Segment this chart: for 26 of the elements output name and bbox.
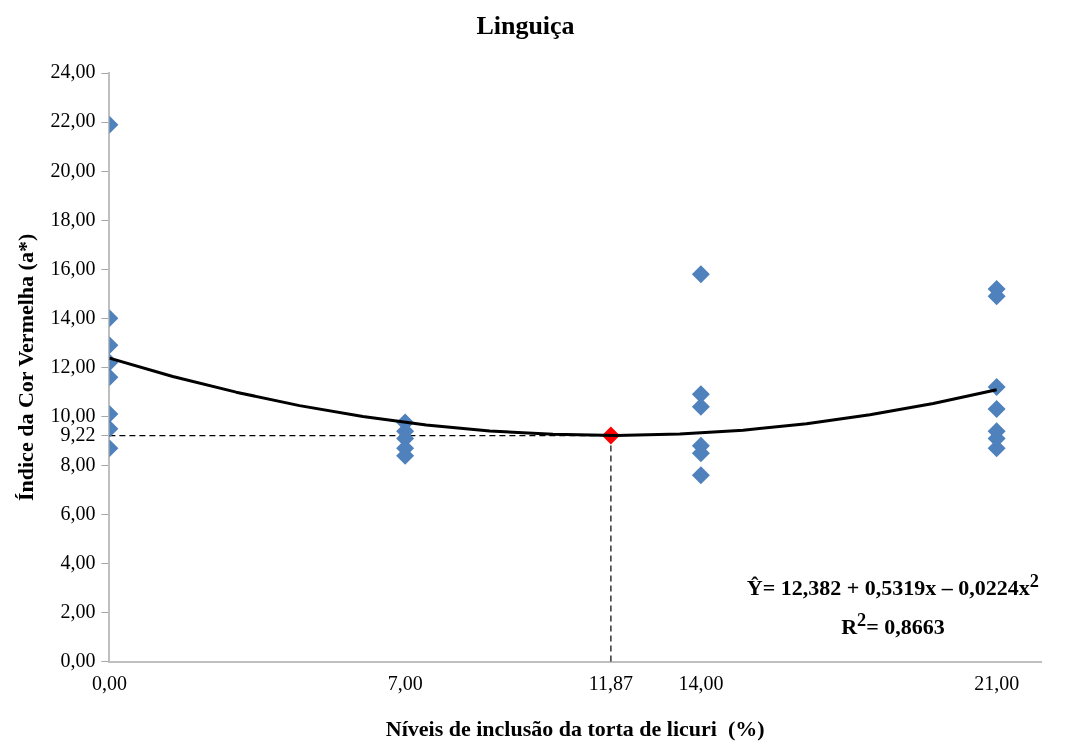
point bbox=[987, 400, 1006, 419]
y-tick-label: 14,00 bbox=[50, 305, 96, 328]
y-tick-label: 8,00 bbox=[60, 452, 96, 475]
y-tick-label: 4,00 bbox=[60, 550, 96, 573]
x-tick-label: 14,00 bbox=[678, 671, 724, 694]
point bbox=[691, 466, 710, 485]
point bbox=[691, 265, 710, 284]
y-axis-title: Índice da Cor Vermelha (a*) bbox=[12, 233, 38, 502]
x-tick-label: 0,00 bbox=[91, 671, 127, 694]
y-tick-label: 12,00 bbox=[50, 354, 96, 377]
annotation: Ŷ= 12,382 + 0,5319x – 0,0224x$^{2}$ bbox=[746, 570, 1039, 603]
y-tick-label: 16,00 bbox=[50, 256, 96, 279]
y-tick-label: 6,00 bbox=[60, 501, 96, 524]
x-axis-title: Níveis de inclusão da torta de licuri (%) bbox=[385, 716, 765, 742]
y-tick-label: 18,00 bbox=[50, 207, 96, 230]
annotation: R$^{2}$= 0,8663 bbox=[840, 609, 946, 642]
y-tick-label: 10,00 bbox=[50, 403, 96, 426]
y-tick-label: 2,00 bbox=[60, 599, 96, 622]
y-tick-label: 22,00 bbox=[50, 109, 96, 132]
x-tick-label: 21,00 bbox=[974, 671, 1020, 694]
y-tick-label: 24,00 bbox=[50, 60, 96, 83]
x-tick-label: 11,87 bbox=[588, 671, 634, 694]
chart-title: Linguiça bbox=[476, 11, 575, 41]
y-tick-label: 0,00 bbox=[60, 648, 96, 671]
x-tick-label: 7,00 bbox=[387, 671, 423, 694]
y-tick-label: 20,00 bbox=[50, 158, 96, 181]
